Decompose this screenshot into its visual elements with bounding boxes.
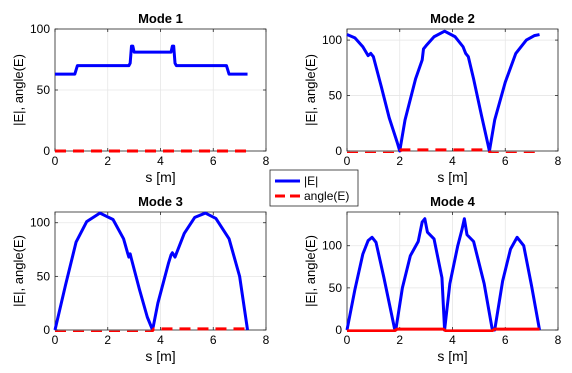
x-tick-label: 6 <box>502 154 509 168</box>
x-tick-label: 6 <box>210 333 217 347</box>
y-tick-label: 100 <box>322 239 342 253</box>
y-tick-label: 0 <box>335 323 342 337</box>
y-tick-label: 100 <box>30 216 50 230</box>
series-line-magnitude <box>53 211 250 332</box>
subplot-3: 0 2 4 6 8 0 50 100 Mode 3 s [m] |E|, angle(E) <box>11 194 270 364</box>
chart-title: Mode 2 <box>430 11 475 26</box>
x-tick-label: 2 <box>104 154 111 168</box>
chart-title: Mode 1 <box>138 11 183 26</box>
y-tick-label: 100 <box>30 22 50 36</box>
chart-title: Mode 4 <box>430 194 476 209</box>
x-tick-label: 0 <box>344 154 351 168</box>
y-tick-label: 0 <box>43 144 50 158</box>
x-axis-label: s [m] <box>437 348 467 364</box>
x-tick-label: 2 <box>396 333 403 347</box>
x-tick-label: 8 <box>263 154 270 168</box>
series-line-angle <box>55 327 248 332</box>
legend: |E|angle(E) <box>269 169 359 207</box>
y-tick-label: 0 <box>43 323 50 337</box>
y-axis-label: |E|, angle(E) <box>303 54 318 126</box>
y-tick-label: 50 <box>329 89 343 103</box>
series-line-magnitude <box>345 217 542 332</box>
y-tick-label: 50 <box>329 281 343 295</box>
x-tick-label: 8 <box>263 333 270 347</box>
y-axis-label: |E|, angle(E) <box>11 54 26 126</box>
series-line-magnitude <box>55 44 248 76</box>
x-axis-label: s [m] <box>145 348 175 364</box>
x-axis-label: s [m] <box>145 169 175 185</box>
subplot-2: 0 2 4 6 8 0 50 100 Mode 2 s [m] |E|, angle(E) <box>303 11 562 185</box>
subplot-4: 0 2 4 6 8 0 50 100 Mode 4 s [m] |E|, angle(E) <box>303 194 562 364</box>
y-axis-label: |E|, angle(E) <box>303 235 318 307</box>
subplot-1: 0 2 4 6 8 0 50 100 Mode 1 s [m] |E|, angle(E) <box>11 11 270 185</box>
y-tick-label: 50 <box>37 269 51 283</box>
legend-label: |E| <box>304 174 318 188</box>
x-tick-label: 6 <box>210 154 217 168</box>
series-line-magnitude <box>346 29 540 153</box>
x-tick-label: 8 <box>555 154 562 168</box>
y-tick-label: 50 <box>37 83 51 97</box>
series-line-angle <box>347 327 540 332</box>
series-line-angle <box>347 148 540 153</box>
y-axis-label: |E|, angle(E) <box>11 235 26 307</box>
x-tick-label: 0 <box>52 333 59 347</box>
x-tick-label: 6 <box>502 333 509 347</box>
chart-title: Mode 3 <box>138 194 183 209</box>
x-tick-label: 4 <box>449 154 456 168</box>
x-tick-label: 0 <box>344 333 351 347</box>
x-tick-label: 2 <box>396 154 403 168</box>
x-tick-label: 2 <box>104 333 111 347</box>
x-tick-label: 0 <box>52 154 59 168</box>
x-tick-label: 4 <box>157 333 164 347</box>
x-tick-label: 4 <box>157 154 164 168</box>
x-axis-label: s [m] <box>437 169 467 185</box>
legend-label: angle(E) <box>304 189 349 203</box>
x-tick-label: 8 <box>555 333 562 347</box>
legend-box <box>269 169 359 207</box>
y-tick-label: 0 <box>335 144 342 158</box>
x-tick-label: 4 <box>449 333 456 347</box>
y-tick-label: 100 <box>322 33 342 47</box>
